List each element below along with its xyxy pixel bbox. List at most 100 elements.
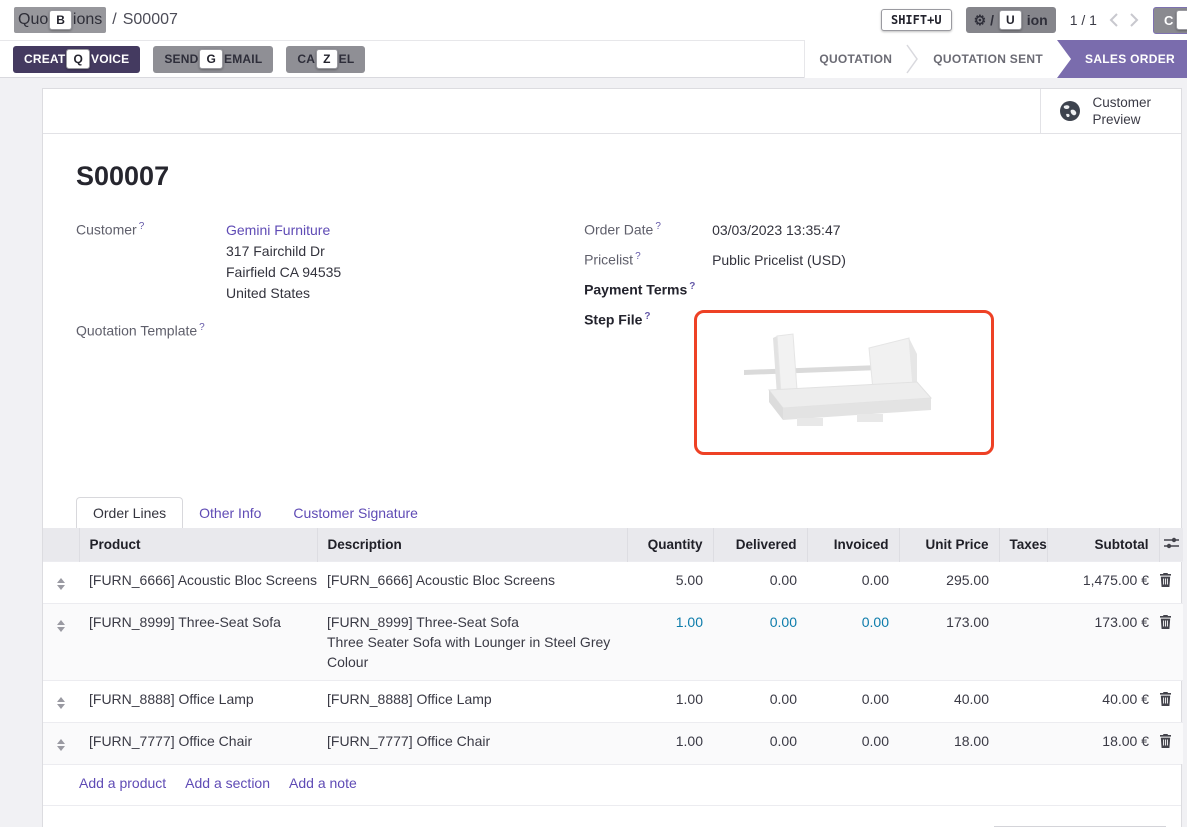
cell-quantity[interactable]: 5.00 xyxy=(675,571,703,588)
pager-previous-icon[interactable] xyxy=(1109,13,1118,27)
table-row[interactable]: [FURN_7777] Office Chair [FURN_7777] Off… xyxy=(43,722,1183,764)
cell-taxes[interactable] xyxy=(999,722,1047,764)
header-product: Product xyxy=(78,527,317,562)
cell-unit-price[interactable]: 40.00 xyxy=(953,690,989,707)
help-icon: ? xyxy=(138,221,145,232)
cell-invoiced[interactable]: 0.00 xyxy=(861,571,889,588)
drag-handle-icon[interactable] xyxy=(57,696,65,709)
drag-handle-icon[interactable] xyxy=(57,619,65,632)
preview-button-label-line2: Preview xyxy=(1092,112,1141,127)
cell-delivered[interactable]: 0.00 xyxy=(769,690,797,707)
pager-next-icon[interactable] xyxy=(1130,13,1139,27)
trash-icon xyxy=(1160,572,1171,587)
form-sheet: Customer Preview S00007 Customer? Gemini… xyxy=(42,88,1183,827)
keyboard-hint-badge xyxy=(1176,10,1187,30)
cell-description[interactable]: [FURN_8999] Three-Seat Sofa Three Seater … xyxy=(327,613,611,670)
cell-product[interactable]: [FURN_6666] Acoustic Bloc Screens xyxy=(89,571,317,588)
customer-field-label: Customer? xyxy=(76,221,145,238)
header-delivered: Delivered xyxy=(712,527,807,562)
delete-row-button[interactable] xyxy=(1159,603,1183,680)
trash-icon xyxy=(1160,733,1171,748)
drag-handle-icon[interactable] xyxy=(57,738,65,751)
header-subtotal: Subtotal xyxy=(1046,527,1159,562)
keyboard-hint-badge: Q xyxy=(66,49,90,69)
order-date-field-value[interactable]: 03/03/2023 13:35:47 xyxy=(712,222,841,238)
status-step-quotation[interactable]: QUOTATION xyxy=(819,52,893,66)
cell-invoiced[interactable]: 0.00 xyxy=(861,613,889,630)
cell-subtotal[interactable]: 40.00 € xyxy=(1102,690,1149,707)
cell-subtotal[interactable]: 173.00 € xyxy=(1094,613,1150,630)
pricelist-field-value[interactable]: Public Pricelist (USD) xyxy=(712,252,846,268)
cell-unit-price[interactable]: 295.00 xyxy=(946,571,989,588)
cell-taxes[interactable] xyxy=(999,680,1047,722)
cell-delivered[interactable]: 0.00 xyxy=(769,732,797,749)
cell-delivered[interactable]: 0.00 xyxy=(769,571,797,588)
cell-subtotal[interactable]: 1,475.00 € xyxy=(1082,571,1149,588)
header-unit-price: Unit Price xyxy=(898,527,999,562)
preview-button-label-line1: Customer xyxy=(1092,95,1151,110)
cell-delivered[interactable]: 0.00 xyxy=(769,613,797,630)
add-link-add-a-product[interactable]: Add a product xyxy=(79,774,167,791)
main-content-area: Customer Preview S00007 Customer? Gemini… xyxy=(0,78,1187,827)
table-row[interactable]: [FURN_6666] Acoustic Bloc Screens [FURN_… xyxy=(43,561,1183,603)
page-title: S00007 xyxy=(76,161,170,191)
help-icon: ? xyxy=(635,251,641,262)
help-icon: ? xyxy=(689,281,696,292)
tab-bar: Order Lines Other Info Customer Signature xyxy=(43,494,1181,528)
pricelist-field-label: Pricelist? xyxy=(584,251,641,268)
customer-preview-button[interactable]: Customer Preview xyxy=(1040,89,1181,133)
add-link-add-a-section[interactable]: Add a section xyxy=(185,774,271,791)
cell-product[interactable]: [FURN_7777] Office Chair xyxy=(89,732,253,749)
cell-quantity[interactable]: 1.00 xyxy=(675,613,703,630)
customer-link[interactable]: Gemini Furniture xyxy=(226,222,331,238)
add-link-add-a-note[interactable]: Add a note xyxy=(289,774,357,791)
cell-subtotal[interactable]: 18.00 € xyxy=(1102,732,1149,749)
table-row[interactable]: [FURN_8888] Office Lamp [FURN_8888] Offi… xyxy=(43,680,1183,722)
cell-unit-price[interactable]: 18.00 xyxy=(953,732,989,749)
payment-terms-field-label: Payment Terms? xyxy=(584,281,696,298)
send-email-button[interactable]: SEND G EMAIL xyxy=(153,45,274,73)
step-file-image-field[interactable] xyxy=(694,309,995,455)
delete-row-button[interactable] xyxy=(1159,680,1183,722)
cell-product[interactable]: [FURN_8888] Office Lamp xyxy=(89,690,254,707)
cell-invoiced[interactable]: 0.00 xyxy=(861,732,889,749)
control-bar: CREAT Q VOICE SEND G EMAIL CA Z EL QUOTATION QU… xyxy=(0,40,1187,78)
cell-unit-price[interactable]: 173.00 xyxy=(946,613,989,630)
keyboard-hint-badge: G xyxy=(199,49,224,69)
cell-description[interactable]: [FURN_6666] Acoustic Bloc Screens xyxy=(327,571,555,588)
create-button[interactable]: C xyxy=(1152,6,1187,34)
cell-taxes[interactable] xyxy=(999,561,1047,603)
cell-description[interactable]: [FURN_7777] Office Chair xyxy=(327,732,491,749)
help-icon: ? xyxy=(199,322,205,333)
breadcrumb-current-record: S00007 xyxy=(122,11,178,28)
delete-row-button[interactable] xyxy=(1159,561,1183,603)
tab-customer-signature[interactable]: Customer Signature xyxy=(293,504,418,521)
cell-quantity[interactable]: 1.00 xyxy=(675,690,703,707)
sheet-button-box: Customer Preview xyxy=(43,89,1181,134)
pager-counter: 1 / 1 xyxy=(1069,12,1097,28)
keyboard-hint-badge: SHIFT+U xyxy=(880,9,952,31)
order-date-field-label: Order Date? xyxy=(584,221,661,238)
cell-invoiced[interactable]: 0.00 xyxy=(861,690,889,707)
status-step-sales-order[interactable]: SALES ORDER xyxy=(1057,40,1187,78)
cell-product[interactable]: [FURN_8999] Three-Seat Sofa xyxy=(89,613,281,630)
table-row[interactable]: [FURN_8999] Three-Seat Sofa [FURN_8999] … xyxy=(43,603,1183,681)
action-menu-button[interactable]: ⚙ / U ion xyxy=(965,7,1056,33)
tab-order-lines[interactable]: Order Lines xyxy=(76,496,184,528)
globe-icon xyxy=(1060,101,1081,121)
create-invoice-button[interactable]: CREAT Q VOICE xyxy=(13,45,141,73)
status-step-quotation-sent[interactable]: QUOTATION SENT xyxy=(933,52,1044,66)
keyboard-hint-badge: U xyxy=(999,10,1022,30)
step-file-3d-image xyxy=(744,333,933,427)
delete-row-button[interactable] xyxy=(1159,722,1183,764)
tab-other-info[interactable]: Other Info xyxy=(199,504,262,521)
keyboard-hint-badge: Z xyxy=(316,49,338,69)
cell-description[interactable]: [FURN_8888] Office Lamp xyxy=(327,690,492,707)
cell-taxes[interactable] xyxy=(999,603,1047,680)
drag-handle-icon[interactable] xyxy=(57,577,65,590)
customer-address: 317 Fairchild Dr Fairfield CA 94535 Unit… xyxy=(226,243,342,301)
cancel-button[interactable]: CA Z EL xyxy=(286,45,366,73)
cell-quantity[interactable]: 1.00 xyxy=(675,732,703,749)
optional-columns-icon[interactable] xyxy=(1158,527,1183,562)
